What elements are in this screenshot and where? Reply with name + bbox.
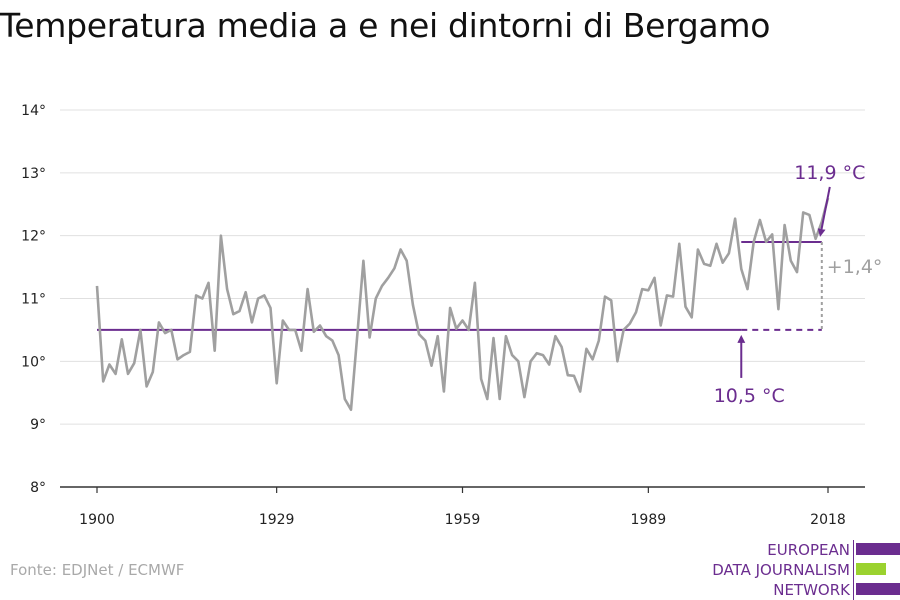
y-tick-label: 14° — [21, 103, 46, 119]
y-tick-label: 11° — [21, 292, 46, 308]
logo-line-2: DATA JOURNALISM — [712, 561, 850, 579]
logo-line-1: EUROPEAN — [767, 541, 850, 559]
recent-average-arrow — [817, 186, 831, 237]
logo-bar-1 — [856, 543, 900, 555]
logo-bar-2 — [856, 563, 886, 575]
x-tick-label: 2018 — [810, 512, 846, 528]
logo-divider — [853, 540, 854, 600]
difference-label: +1,4° — [827, 256, 883, 278]
edjnet-logo: EUROPEAN DATA JOURNALISM NETWORK — [700, 540, 900, 600]
x-tick-label: 1929 — [259, 512, 295, 528]
x-tick-label: 1900 — [79, 512, 115, 528]
logo-bar-3 — [856, 583, 900, 595]
logo-line-3: NETWORK — [773, 581, 850, 599]
y-tick-label: 8° — [30, 480, 46, 496]
x-tick-label: 1989 — [631, 512, 667, 528]
temperature-series-line — [95, 197, 830, 412]
chart-title: Temperatura media a e nei dintorni di Be… — [0, 6, 771, 45]
y-tick-label: 10° — [21, 354, 46, 370]
x-tick-label: 1959 — [445, 512, 481, 528]
y-tick-label: 13° — [21, 166, 46, 182]
baseline-average-label: 10,5 °C — [714, 385, 785, 407]
y-tick-label: 9° — [30, 417, 46, 433]
y-tick-label: 12° — [21, 229, 46, 245]
recent-average-label: 11,9 °C — [794, 162, 865, 184]
source-note: Fonte: EDJNet / ECMWF — [10, 561, 185, 579]
temperature-line-chart: 10,5 °C 11,9 °C +1,4° 8° 9° 10° 11° 12° 13° 14° 1… — [21, 103, 883, 528]
